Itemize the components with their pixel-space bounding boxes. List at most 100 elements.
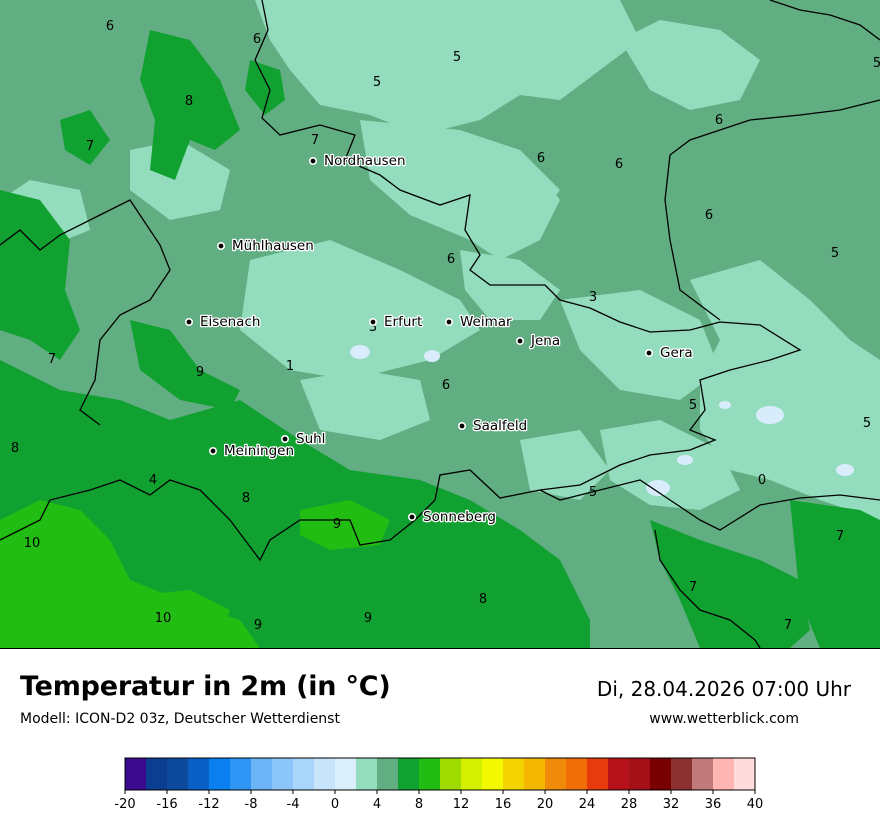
legend-tick-label: 20 (537, 797, 554, 812)
temperature-value: 8 (11, 441, 19, 456)
legend-tick-label: 0 (331, 797, 339, 812)
city-eisenach[interactable]: Eisenach (185, 313, 262, 331)
legend-color-swatch (398, 758, 420, 790)
temperature-value: 4 (149, 473, 157, 488)
city-label: Jena (530, 333, 560, 349)
city-gera[interactable]: Gera (644, 344, 694, 362)
temperature-value: 6 (705, 208, 713, 223)
legend-tick-label: -12 (198, 797, 219, 812)
city-dot-icon (444, 317, 453, 326)
forecast-datetime: Di, 28.04.2026 07:00 Uhr (596, 677, 851, 701)
website-link[interactable]: www.wetterblick.com (649, 711, 799, 727)
legend-tick-label: -16 (156, 797, 177, 812)
temperature-value: 5 (453, 50, 461, 65)
city-label: Meiningen (224, 443, 294, 459)
legend-tick-label: -8 (245, 797, 258, 812)
temperature-value: 3 (589, 290, 597, 305)
temperature-value: 6 (447, 252, 455, 267)
city-meiningen[interactable]: Meiningen (209, 442, 295, 460)
model-info: Modell: ICON-D2 03z, Deutscher Wetterdie… (20, 711, 340, 727)
city-dot-icon (515, 336, 524, 345)
legend-tick-label: 40 (747, 797, 764, 812)
legend-color-swatch (566, 758, 588, 790)
city-erfurt[interactable]: Erfurt (368, 313, 424, 331)
city-nordhausen[interactable]: Nordhausen (308, 152, 407, 170)
city-label: Mühlhausen (232, 238, 314, 254)
city-saalfeld[interactable]: Saalfeld (457, 417, 529, 435)
legend-color-swatch (272, 758, 294, 790)
legend-tick-label: 28 (621, 797, 638, 812)
temperature-value: 6 (106, 19, 114, 34)
legend-tick-label: -4 (287, 797, 300, 812)
legend-color-swatch (251, 758, 273, 790)
temperature-value: 5 (589, 485, 597, 500)
temperature-value: 9 (254, 618, 262, 633)
legend-tick-label: 16 (495, 797, 512, 812)
temperature-value: 8 (185, 94, 193, 109)
legend-color-swatch (440, 758, 462, 790)
temperature-value: 1 (286, 359, 294, 374)
temperature-value: 9 (333, 517, 341, 532)
city-dot-icon (209, 446, 218, 455)
city-dot-icon (368, 317, 377, 326)
city-dot-icon (457, 421, 466, 430)
temperature-value: 6 (442, 378, 450, 393)
temperature-value: 10 (24, 536, 41, 551)
legend-color-swatch (419, 758, 441, 790)
city-dot-icon (280, 434, 289, 443)
temperature-value: 5 (831, 246, 839, 261)
city-label: Erfurt (384, 314, 422, 330)
legend-color-swatch (461, 758, 483, 790)
legend-color-swatch (629, 758, 651, 790)
light-temperature-areas (0, 0, 880, 520)
warm-temperature-areas (0, 30, 880, 648)
city-dot-icon (644, 348, 653, 357)
legend-color-swatch (356, 758, 378, 790)
legend-svg: -20 -16 -12 -8 -4 0 4 8 12 16 20 24 28 32 36 40 (114, 757, 764, 812)
city-label: Weimar (460, 314, 512, 330)
temperature-value: 7 (86, 139, 94, 154)
city-label: Sonneberg (423, 509, 496, 525)
legend-color-swatch (209, 758, 231, 790)
legend-color-swatch (125, 758, 147, 790)
legend-color-swatch (650, 758, 672, 790)
city-dot-icon (407, 512, 416, 521)
city-suhl[interactable]: Suhl (280, 430, 327, 448)
temperature-value: 10 (155, 611, 172, 626)
city-dot-icon (185, 317, 194, 326)
temperature-value: 6 (253, 32, 261, 47)
city-weimar[interactable]: Weimar (444, 313, 513, 331)
temperature-value: 0 (758, 473, 766, 488)
temperature-value: 6 (615, 157, 623, 172)
temperature-map[interactable]: 6 6 5 5 5 8 7 7 6 6 6 6 5 6 3 3 7 9 1 6 5 5 8 4 8 9 5 0 10 7 7 10 9 9 8 7 N… (0, 0, 880, 649)
temperature-value: 7 (48, 352, 56, 367)
legend-color-swatch (545, 758, 567, 790)
temperature-value: 5 (373, 75, 381, 90)
legend-color-swatch (314, 758, 336, 790)
temperature-value: 8 (242, 491, 250, 506)
legend-color-swatch (188, 758, 210, 790)
legend-color-swatch (734, 758, 756, 790)
legend-tick-label: -20 (114, 797, 135, 812)
legend-color-swatch (146, 758, 168, 790)
temperature-value: 7 (836, 529, 844, 544)
legend-color-swatch (293, 758, 315, 790)
temperature-value: 9 (364, 611, 372, 626)
legend-frame (124, 757, 756, 791)
city-dot-icon (308, 157, 317, 166)
temperature-value: 3 (369, 320, 377, 335)
city-mühlhausen[interactable]: Mühlhausen (217, 237, 315, 255)
temperature-value: 6 (715, 113, 723, 128)
legend-color-swatch (608, 758, 630, 790)
temperature-value: 9 (196, 365, 204, 380)
city-jena[interactable]: Jena (515, 332, 561, 350)
legend-color-swatch (587, 758, 609, 790)
legend-tick-label: 36 (705, 797, 722, 812)
temperature-value: 7 (689, 580, 697, 595)
temperature-value-labels: 6 6 5 5 5 8 7 7 6 6 6 6 5 6 3 3 7 9 1 6 5 5 8 4 8 9 5 0 10 7 7 10 9 9 8 7 (11, 19, 880, 633)
color-legend: -20 -16 -12 -8 -4 0 4 8 12 16 20 24 28 32 36 40 (0, 750, 880, 830)
city-sonneberg[interactable]: Sonneberg (407, 508, 497, 526)
legend-color-swatch (713, 758, 735, 790)
legend-color-swatch (335, 758, 357, 790)
legend-color-swatch (524, 758, 546, 790)
